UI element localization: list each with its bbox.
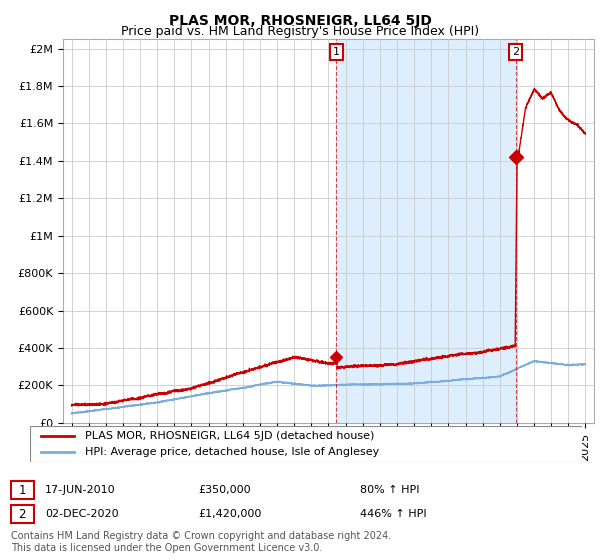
Text: Contains HM Land Registry data © Crown copyright and database right 2024.
This d: Contains HM Land Registry data © Crown c… — [11, 531, 391, 553]
Text: 2: 2 — [19, 507, 26, 521]
Text: PLAS MOR, RHOSNEIGR, LL64 5JD (detached house): PLAS MOR, RHOSNEIGR, LL64 5JD (detached … — [85, 431, 374, 441]
Text: 02-DEC-2020: 02-DEC-2020 — [45, 509, 119, 519]
FancyBboxPatch shape — [30, 426, 582, 462]
Text: 1: 1 — [333, 47, 340, 57]
Text: Price paid vs. HM Land Registry's House Price Index (HPI): Price paid vs. HM Land Registry's House … — [121, 25, 479, 38]
Text: 80% ↑ HPI: 80% ↑ HPI — [360, 485, 419, 495]
Text: 1: 1 — [19, 483, 26, 497]
Text: £1,420,000: £1,420,000 — [198, 509, 262, 519]
Text: HPI: Average price, detached house, Isle of Anglesey: HPI: Average price, detached house, Isle… — [85, 447, 379, 457]
Text: 446% ↑ HPI: 446% ↑ HPI — [360, 509, 427, 519]
Text: £350,000: £350,000 — [198, 485, 251, 495]
Text: PLAS MOR, RHOSNEIGR, LL64 5JD: PLAS MOR, RHOSNEIGR, LL64 5JD — [169, 14, 431, 28]
Bar — [337, 39, 515, 423]
Text: 2: 2 — [512, 47, 519, 57]
Text: 17-JUN-2010: 17-JUN-2010 — [45, 485, 116, 495]
